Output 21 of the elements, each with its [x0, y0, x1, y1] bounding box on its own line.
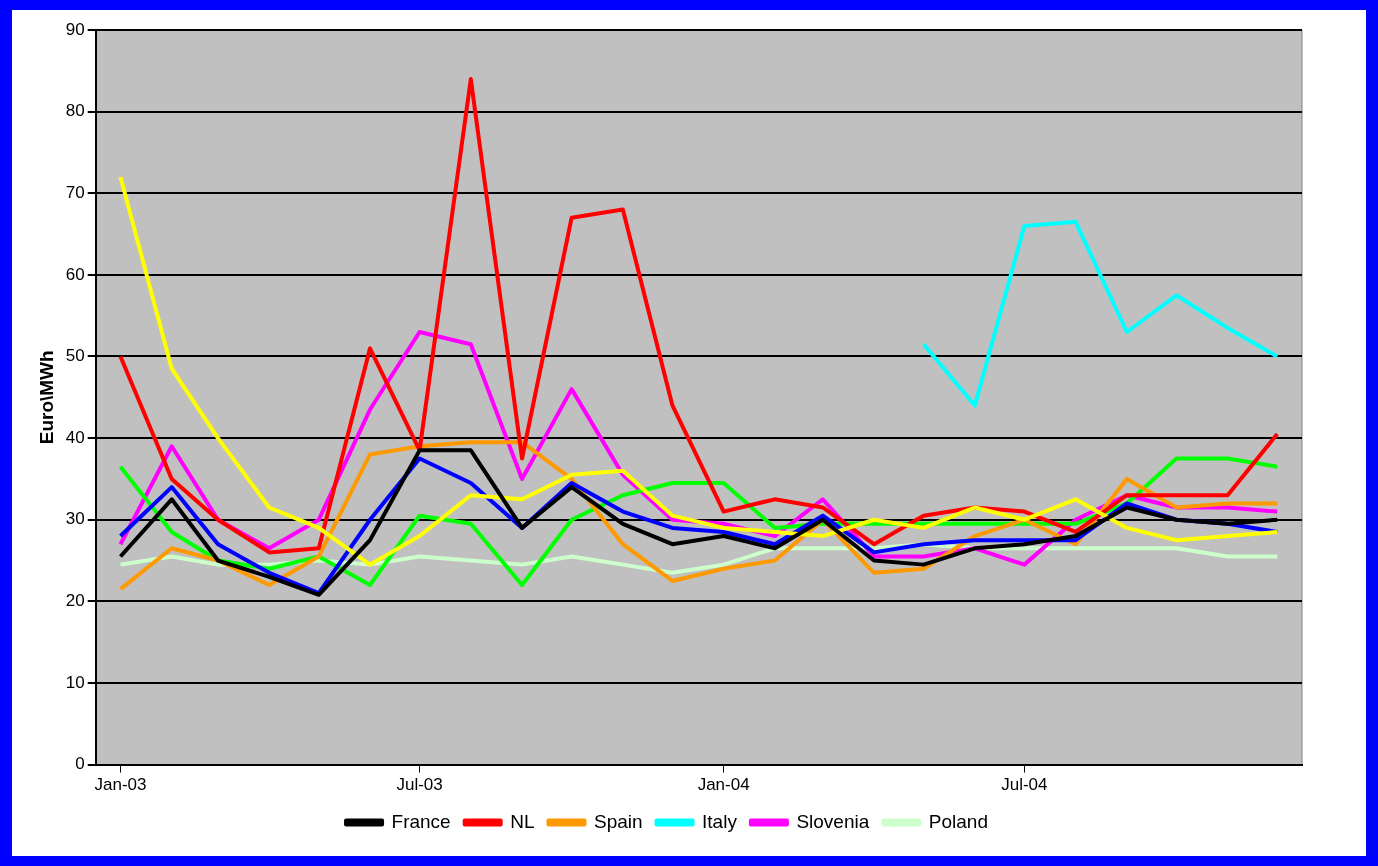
y-tick-label: 0: [75, 754, 85, 774]
x-tick-label: Jan-03: [94, 775, 147, 795]
legend-label: NL: [510, 810, 535, 832]
y-tick-label: 90: [65, 19, 85, 39]
legend-label: Italy: [702, 810, 738, 832]
legend-label: Poland: [928, 810, 988, 832]
y-axis-title: Euro\MWh: [35, 350, 57, 445]
x-tick-label: Jul-04: [1001, 775, 1048, 795]
legend-label: Slovenia: [796, 810, 870, 832]
y-tick-label: 80: [65, 101, 85, 121]
y-tick-label: 20: [65, 591, 85, 611]
y-tick-label: 70: [65, 182, 85, 202]
y-tick-label: 50: [65, 346, 85, 366]
legend-label: France: [391, 810, 451, 832]
y-tick-label: 10: [65, 672, 85, 692]
legend-label: Spain: [593, 810, 643, 832]
x-tick-label: Jul-03: [396, 775, 443, 795]
y-tick-label: 40: [65, 427, 85, 447]
x-tick-label: Jan-04: [697, 775, 750, 795]
y-tick-label: 60: [65, 264, 85, 284]
y-tick-label: 30: [65, 509, 85, 529]
